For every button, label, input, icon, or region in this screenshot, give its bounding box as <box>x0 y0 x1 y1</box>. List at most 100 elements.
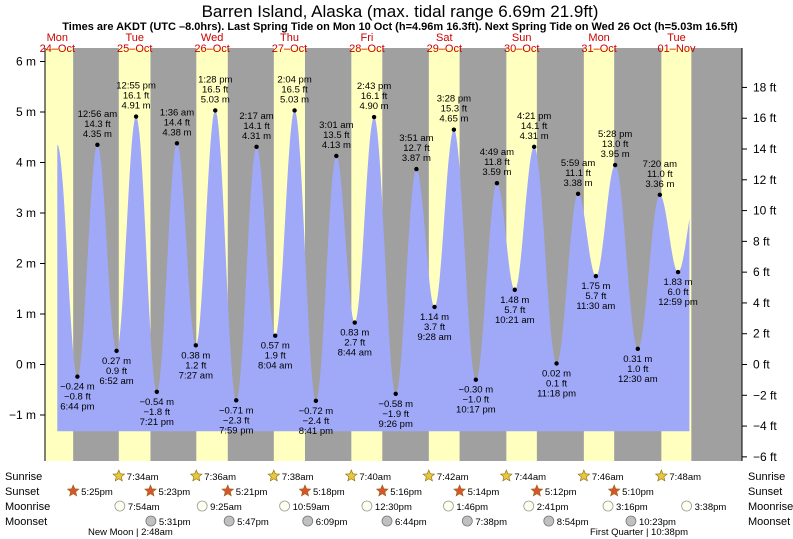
tide-height-ft: 5.7 ft <box>504 305 525 316</box>
sunrise-time: 7:44am <box>514 472 546 483</box>
tide-marker <box>451 127 457 132</box>
tide-time: 3:28 pm <box>437 94 471 105</box>
day-name: Sun <box>512 32 532 44</box>
sunrise-icon <box>267 469 281 482</box>
day-date: 29–Oct <box>427 43 462 55</box>
tide-height-m: −0.24 m <box>60 382 95 393</box>
moonset-icon <box>625 515 637 527</box>
tide-marker <box>414 166 419 172</box>
day-date: 27–Oct <box>272 43 307 55</box>
tide-marker <box>575 191 581 197</box>
moonset-icon <box>223 515 235 527</box>
tide-height-m: 0.02 m <box>542 368 571 379</box>
tide-marker <box>234 398 239 403</box>
tide-time: 2:43 pm <box>357 81 391 92</box>
moonset-icon <box>381 515 393 527</box>
left-tick-label: 1 m <box>16 307 36 321</box>
left-tick-label: 5 m <box>16 105 36 119</box>
tide-marker <box>334 153 339 159</box>
tide-time: 2:17 am <box>239 111 273 122</box>
sunset-icon <box>298 484 312 497</box>
tide-labels: Mon24–OctTue25–OctWed26–OctThu27–OctFri2… <box>40 32 698 437</box>
sunset-icon <box>607 484 621 497</box>
tide-height-m: 3.36 m <box>645 179 674 190</box>
tide-marker <box>273 333 278 338</box>
tide-height-m: 5.03 m <box>201 94 230 105</box>
moonrise-icon <box>523 500 535 512</box>
tide-marker <box>612 162 618 168</box>
sunset-icon <box>375 484 389 497</box>
day-name: Sat <box>436 32 453 44</box>
moonset-icon <box>302 515 314 527</box>
day-name: Tue <box>667 32 686 44</box>
right-tick-label: 12 ft <box>753 173 777 187</box>
day-name: Fri <box>360 32 373 44</box>
tide-time: 9:28 am <box>417 332 451 343</box>
tide-marker <box>254 144 259 150</box>
day-name: Mon <box>47 32 68 44</box>
tide-marker <box>213 108 218 113</box>
tide-height-m: −0.72 m <box>299 406 334 417</box>
right-tick-label: −6 ft <box>753 450 777 464</box>
tide-height-ft: 15.3 ft <box>441 104 468 115</box>
moonset-time: 6:44pm <box>395 517 427 528</box>
tide-time: 9:26 pm <box>379 419 413 430</box>
moonset-icon <box>461 515 473 527</box>
tide-height-ft: −0.8 ft <box>64 392 91 403</box>
moonrise-icon <box>196 500 208 512</box>
tide-time: 2:04 pm <box>277 74 311 85</box>
sunset-icon <box>144 484 157 497</box>
tide-height-ft: 16.5 ft <box>202 84 229 95</box>
row-label-right: Moonrise <box>748 501 793 513</box>
tide-height-m: 4.13 m <box>322 140 351 151</box>
moonset-time: 5:47pm <box>237 517 269 528</box>
tide-height-ft: 1.2 ft <box>185 360 206 371</box>
row-label-left: Sunset <box>5 486 39 498</box>
sunrise-icon <box>499 469 513 482</box>
tide-marker <box>593 273 599 279</box>
tide-time: 3:51 am <box>399 133 433 144</box>
tide-marker <box>531 144 537 150</box>
tide-height-ft: 16.5 ft <box>281 84 308 95</box>
moonset-time: 7:38pm <box>475 517 507 528</box>
tide-height-m: 4.65 m <box>439 114 468 125</box>
tide-height-m: 1.75 m <box>581 281 610 292</box>
tide-height-m: 0.83 m <box>340 328 369 339</box>
right-tick-label: 8 ft <box>753 234 770 248</box>
tide-height-m: 5.03 m <box>280 94 309 105</box>
day-date: 28–Oct <box>349 43 384 55</box>
tide-time: 3:01 am <box>319 120 353 131</box>
sunset-icon <box>66 484 80 497</box>
tide-time: 1:28 pm <box>198 74 232 85</box>
tide-marker <box>512 287 517 292</box>
moonrise-time: 9:25am <box>210 502 242 513</box>
tide-marker <box>352 320 357 325</box>
tide-height-ft: −1.8 ft <box>143 407 170 418</box>
tide-height-m: 3.59 m <box>482 167 511 178</box>
tide-time: 7:20 am <box>643 159 677 170</box>
day-name: Tue <box>125 32 144 44</box>
sunrise-icon <box>189 469 203 482</box>
tide-height-m: 4.38 m <box>162 127 191 138</box>
left-tick-label: 2 m <box>16 257 36 271</box>
sunset-icon <box>453 484 467 497</box>
sunrise-time: 7:38am <box>282 472 314 483</box>
left-tick-label: 6 m <box>16 55 36 69</box>
moonrise-time: 7:54am <box>128 502 160 513</box>
sunset-icon <box>530 484 544 497</box>
tide-time: 11:18 pm <box>537 388 576 399</box>
sunset-time: 5:21pm <box>236 487 268 498</box>
sunrise-time: 7:36am <box>204 472 236 483</box>
sunset-time: 5:23pm <box>158 487 190 498</box>
tide-height-ft: −2.3 ft <box>223 415 250 426</box>
tide-height-m: 4.31 m <box>520 131 549 142</box>
moonset-icon <box>543 515 555 527</box>
tide-time: 12:59 pm <box>658 297 698 308</box>
tide-marker <box>95 142 100 148</box>
tide-time: 7:21 pm <box>140 417 174 428</box>
tide-marker <box>635 346 641 352</box>
right-tick-label: −4 ft <box>753 419 777 433</box>
row-label-right: Sunset <box>748 486 782 498</box>
sunset-time: 5:12pm <box>545 487 577 498</box>
